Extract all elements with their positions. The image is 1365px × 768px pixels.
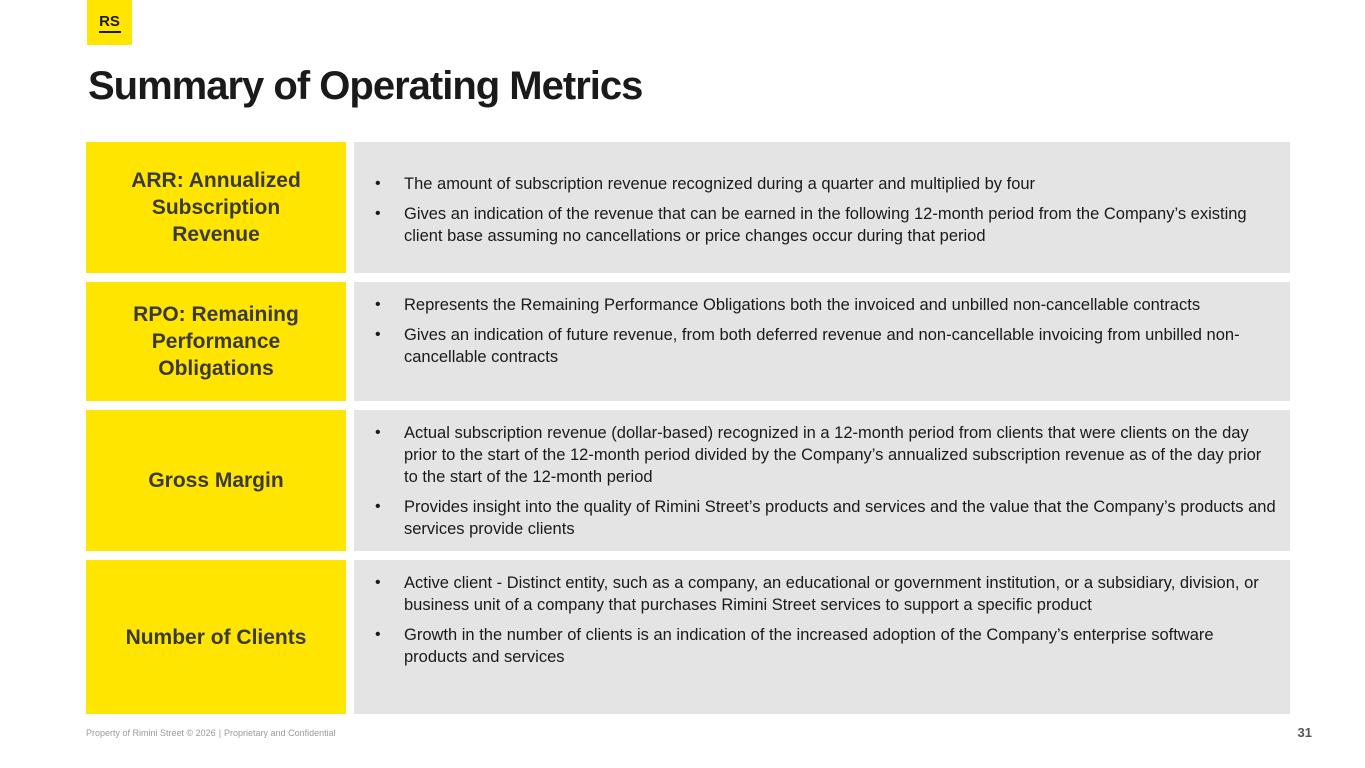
metric-row-arr: ARR: Annualized Subscription Revenue The…	[86, 142, 1290, 273]
bullet-item: Gives an indication of the revenue that …	[354, 203, 1290, 247]
bullet-item: Growth in the number of clients is an in…	[354, 624, 1290, 668]
metric-row-gross-margin: Gross Margin Actual subscription revenue…	[86, 410, 1290, 551]
metric-label: Gross Margin	[148, 469, 284, 492]
metric-label-box: Number of Clients	[86, 560, 346, 714]
bullet-item: The amount of subscription revenue recog…	[354, 173, 1290, 195]
page-title: Summary of Operating Metrics	[88, 64, 643, 108]
bullet-list: The amount of subscription revenue recog…	[354, 173, 1290, 247]
logo-underline	[98, 31, 121, 33]
bullet-item: Actual subscription revenue (dollar-base…	[354, 422, 1290, 488]
logo-text: RS	[99, 13, 120, 30]
metric-row-number-of-clients: Number of Clients Active client - Distin…	[86, 560, 1290, 714]
metric-label-box: ARR: Annualized Subscription Revenue	[86, 142, 346, 273]
metric-description: The amount of subscription revenue recog…	[354, 142, 1290, 273]
metric-label: Number of Clients	[125, 625, 307, 649]
footer-separator: |	[218, 728, 222, 738]
bullet-list: Actual subscription revenue (dollar-base…	[354, 422, 1290, 540]
bullet-list: Active client - Distinct entity, such as…	[354, 572, 1290, 668]
bullet-item: Gives an indication of future revenue, f…	[354, 324, 1290, 368]
metric-row-rpo: RPO: Remaining Performance Obligations R…	[86, 282, 1290, 401]
bullet-item: Provides insight into the quality of Rim…	[354, 496, 1290, 540]
metric-label: RPO: Remaining Performance Obligations	[133, 303, 299, 380]
footer-confidential: Proprietary and Confidential	[224, 728, 336, 738]
page-number: 31	[1297, 725, 1312, 740]
bullet-item: Represents the Remaining Performance Obl…	[354, 294, 1290, 316]
metric-label: ARR: Annualized Subscription Revenue	[131, 169, 301, 246]
footer: Property of Rimini Street © 2026 | Proprie…	[86, 728, 336, 738]
metric-description: Represents the Remaining Performance Obl…	[354, 282, 1290, 401]
bullet-item: Active client - Distinct entity, such as…	[354, 572, 1290, 616]
metric-label-box: Gross Margin	[86, 410, 346, 551]
bullet-list: Represents the Remaining Performance Obl…	[354, 294, 1290, 368]
metric-description: Actual subscription revenue (dollar-base…	[354, 410, 1290, 551]
metric-label-box: RPO: Remaining Performance Obligations	[86, 282, 346, 401]
rimini-street-logo: RS	[87, 0, 132, 45]
footer-property: Property of Rimini Street © 2026	[86, 728, 216, 738]
metric-description: Active client - Distinct entity, such as…	[354, 560, 1290, 714]
